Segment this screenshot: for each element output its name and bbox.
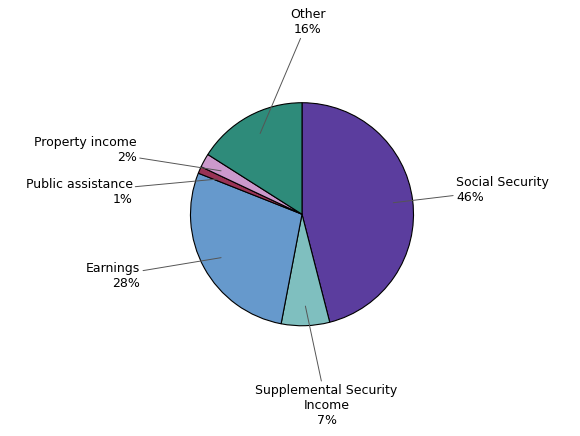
- Wedge shape: [201, 154, 302, 214]
- Text: Property income
2%: Property income 2%: [34, 136, 221, 171]
- Wedge shape: [281, 214, 330, 326]
- Wedge shape: [198, 167, 302, 214]
- Text: Earnings
28%: Earnings 28%: [86, 258, 221, 290]
- Wedge shape: [302, 103, 414, 322]
- Text: Public assistance
1%: Public assistance 1%: [26, 178, 218, 206]
- Text: Social Security
46%: Social Security 46%: [393, 176, 549, 204]
- Wedge shape: [190, 173, 302, 324]
- Text: Other
16%: Other 16%: [260, 8, 325, 133]
- Text: Supplemental Security
Income
7%: Supplemental Security Income 7%: [255, 306, 398, 427]
- Wedge shape: [208, 103, 302, 214]
